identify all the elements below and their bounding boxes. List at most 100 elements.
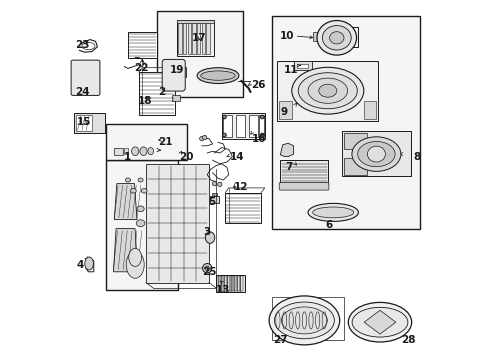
- Bar: [227, 276, 230, 291]
- Bar: [277, 61, 378, 121]
- Bar: [202, 22, 205, 54]
- Bar: [193, 22, 196, 54]
- Bar: [236, 115, 245, 137]
- Ellipse shape: [330, 32, 344, 44]
- Bar: [364, 101, 376, 119]
- Ellipse shape: [269, 296, 340, 345]
- Bar: [76, 65, 81, 90]
- Bar: [280, 160, 328, 185]
- Ellipse shape: [205, 266, 209, 270]
- Ellipse shape: [201, 71, 235, 80]
- Ellipse shape: [261, 115, 264, 119]
- Ellipse shape: [197, 68, 239, 84]
- Ellipse shape: [308, 203, 358, 221]
- Ellipse shape: [125, 178, 130, 182]
- Bar: [128, 32, 157, 58]
- Bar: [74, 113, 104, 133]
- Ellipse shape: [132, 147, 139, 156]
- Bar: [230, 276, 233, 291]
- Text: 26: 26: [251, 80, 266, 90]
- Bar: [216, 275, 245, 292]
- Bar: [248, 115, 258, 137]
- Bar: [139, 72, 175, 115]
- Ellipse shape: [140, 147, 147, 156]
- Text: 2: 2: [158, 87, 165, 97]
- Text: 10: 10: [280, 31, 295, 41]
- Bar: [172, 95, 180, 101]
- Text: 19: 19: [170, 65, 185, 75]
- Text: 8: 8: [413, 152, 420, 162]
- Ellipse shape: [126, 251, 144, 278]
- Text: 23: 23: [75, 40, 90, 50]
- Bar: [173, 68, 176, 83]
- Bar: [221, 113, 265, 139]
- Ellipse shape: [130, 189, 136, 193]
- Bar: [344, 158, 368, 175]
- Bar: [176, 20, 215, 23]
- Ellipse shape: [352, 307, 408, 337]
- Bar: [313, 32, 323, 41]
- Text: 24: 24: [75, 87, 90, 97]
- Text: 5: 5: [208, 197, 216, 207]
- Ellipse shape: [313, 207, 354, 218]
- Ellipse shape: [319, 84, 337, 97]
- Text: 13: 13: [216, 285, 230, 295]
- Text: 21: 21: [158, 137, 172, 147]
- Text: 6: 6: [325, 220, 332, 230]
- Text: 3: 3: [203, 227, 210, 237]
- Ellipse shape: [136, 220, 145, 227]
- Bar: [172, 85, 180, 90]
- Bar: [76, 115, 92, 131]
- Bar: [106, 160, 178, 290]
- Bar: [183, 22, 186, 54]
- Ellipse shape: [141, 189, 147, 193]
- Ellipse shape: [322, 26, 351, 50]
- Ellipse shape: [358, 141, 395, 167]
- Ellipse shape: [368, 146, 386, 162]
- Bar: [83, 65, 89, 90]
- Bar: [178, 22, 182, 54]
- Bar: [237, 276, 240, 291]
- Bar: [106, 124, 187, 160]
- Bar: [212, 193, 217, 196]
- Ellipse shape: [212, 181, 217, 186]
- Ellipse shape: [202, 264, 212, 273]
- Text: 4: 4: [77, 260, 84, 270]
- Ellipse shape: [292, 67, 364, 114]
- Bar: [344, 133, 368, 149]
- Text: 1: 1: [123, 152, 131, 162]
- Text: 20: 20: [179, 152, 194, 162]
- Bar: [176, 20, 215, 56]
- Bar: [168, 68, 171, 83]
- Text: 16: 16: [251, 134, 266, 144]
- Bar: [224, 276, 227, 291]
- Bar: [279, 101, 292, 119]
- Polygon shape: [280, 143, 294, 157]
- Ellipse shape: [348, 302, 412, 342]
- Ellipse shape: [199, 136, 204, 141]
- Ellipse shape: [281, 307, 327, 334]
- Bar: [188, 22, 191, 54]
- FancyBboxPatch shape: [162, 59, 185, 91]
- Ellipse shape: [202, 135, 207, 140]
- Ellipse shape: [137, 206, 144, 212]
- Bar: [272, 297, 344, 340]
- Bar: [217, 276, 220, 291]
- Bar: [210, 196, 219, 203]
- Ellipse shape: [274, 302, 334, 339]
- Ellipse shape: [205, 232, 215, 243]
- Bar: [240, 276, 243, 291]
- Bar: [324, 27, 358, 47]
- Bar: [225, 193, 261, 223]
- Bar: [297, 64, 308, 68]
- Ellipse shape: [218, 182, 222, 186]
- Bar: [294, 61, 312, 70]
- Bar: [233, 276, 236, 291]
- Bar: [114, 148, 122, 155]
- Bar: [146, 164, 209, 283]
- Bar: [272, 16, 419, 229]
- Text: 7: 7: [286, 162, 293, 172]
- Ellipse shape: [222, 115, 226, 119]
- Text: 18: 18: [138, 96, 152, 106]
- Text: 25: 25: [202, 267, 217, 277]
